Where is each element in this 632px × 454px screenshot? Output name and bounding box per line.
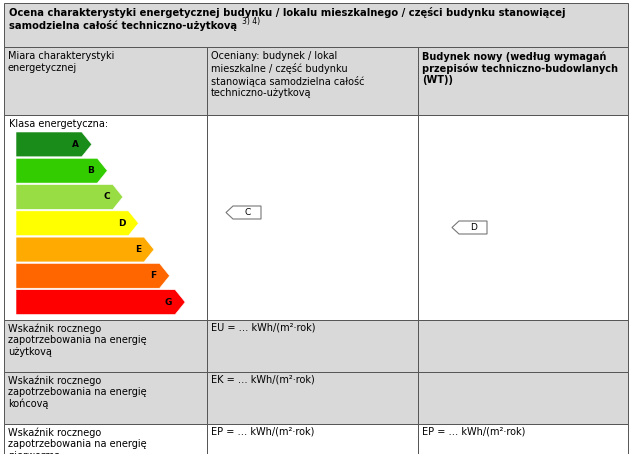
Text: G: G: [165, 298, 172, 306]
Bar: [418, 320, 628, 372]
Bar: [418, 424, 628, 454]
Polygon shape: [16, 237, 154, 262]
Bar: [4, 3, 628, 47]
Bar: [4, 47, 207, 115]
Polygon shape: [16, 211, 138, 236]
Text: Ocena charakterystyki energetycznej budynku / lokalu mieszkalnego / części budyn: Ocena charakterystyki energetycznej budy…: [9, 7, 566, 31]
Text: C: C: [103, 192, 110, 202]
Bar: [4, 115, 207, 320]
Bar: [418, 47, 628, 115]
Text: Klasa energetyczna:: Klasa energetyczna:: [9, 119, 108, 129]
Bar: [207, 320, 418, 372]
Bar: [4, 372, 207, 424]
Text: EK = … kWh/(m²·rok): EK = … kWh/(m²·rok): [211, 375, 315, 385]
Text: D: D: [471, 223, 477, 232]
Text: Wskaźnik rocznego
zapotrzebowania na energię
końcovą: Wskaźnik rocznego zapotrzebowania na ene…: [8, 375, 147, 410]
Text: D: D: [118, 219, 125, 228]
Text: C: C: [245, 208, 251, 217]
Bar: [207, 115, 418, 320]
Bar: [207, 47, 418, 115]
Text: EP = … kWh/(m²·rok): EP = … kWh/(m²·rok): [211, 427, 314, 437]
Polygon shape: [16, 132, 92, 157]
Bar: [418, 115, 628, 320]
Text: EP = … kWh/(m²·rok): EP = … kWh/(m²·rok): [422, 427, 525, 437]
Text: Wskaźnik rocznego
zapotrzebowania na energię
użytkovą: Wskaźnik rocznego zapotrzebowania na ene…: [8, 323, 147, 357]
Bar: [207, 424, 418, 454]
Text: F: F: [150, 271, 157, 280]
Polygon shape: [16, 185, 123, 209]
Bar: [207, 372, 418, 424]
Polygon shape: [16, 158, 107, 183]
Text: 3) 4): 3) 4): [242, 17, 260, 26]
Text: A: A: [72, 140, 79, 149]
Polygon shape: [16, 263, 169, 288]
Text: Oceniany: budynek / lokal
mieszkalne / część budynku
stanowiąca samodzielna cało: Oceniany: budynek / lokal mieszkalne / c…: [211, 51, 365, 98]
Polygon shape: [16, 290, 185, 315]
Polygon shape: [452, 221, 487, 234]
Text: EU = … kWh/(m²·rok): EU = … kWh/(m²·rok): [211, 323, 315, 333]
Text: B: B: [87, 166, 94, 175]
Text: Wskaźnik rocznego
zapotrzebowania na energię
pierwormą: Wskaźnik rocznego zapotrzebowania na ene…: [8, 427, 147, 454]
Bar: [418, 372, 628, 424]
Text: Budynek nowy (według wymagań
przepisów techniczno-budowlanych
(WT)): Budynek nowy (według wymagań przepisów t…: [422, 51, 618, 85]
Text: Miara charakterystyki
energetycznej: Miara charakterystyki energetycznej: [8, 51, 114, 73]
Text: E: E: [135, 245, 141, 254]
Polygon shape: [226, 206, 261, 219]
Bar: [4, 424, 207, 454]
Bar: [4, 320, 207, 372]
